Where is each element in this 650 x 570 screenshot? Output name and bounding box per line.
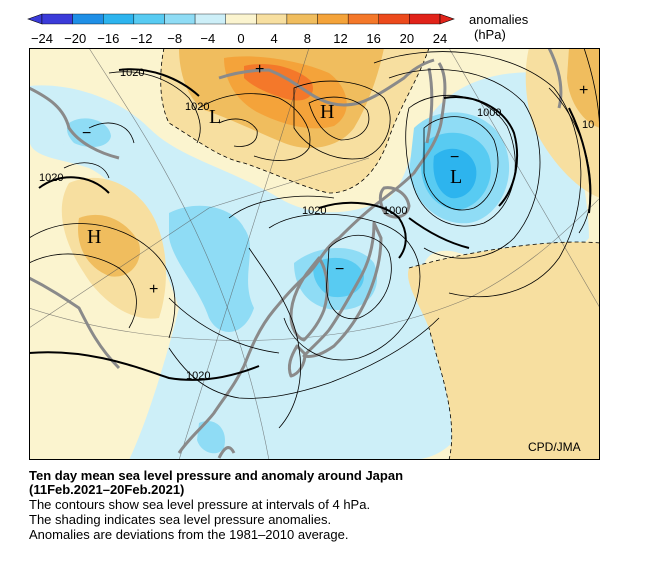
caption-line-anomalies: Anomalies are deviations from the 1981–2… bbox=[29, 527, 349, 542]
graticule bbox=[29, 48, 600, 460]
colorbar-cell bbox=[378, 13, 410, 25]
positive-anomaly-area bbox=[244, 63, 313, 101]
colorbar-cell bbox=[194, 13, 226, 25]
negative-anomaly-sign: − bbox=[450, 149, 459, 166]
caption-title: Ten day mean sea level pressure and anom… bbox=[29, 468, 404, 483]
negative-anomaly-sign: − bbox=[82, 125, 91, 142]
colorbar-tick-label: 12 bbox=[333, 31, 347, 46]
coastlines bbox=[29, 48, 563, 459]
legend-title: anomalies bbox=[469, 12, 529, 27]
colorbar-tick-label: 24 bbox=[433, 31, 447, 46]
negative-anomaly-area bbox=[433, 148, 477, 199]
asian-coastline bbox=[218, 58, 435, 107]
colorbar-tick-label: 8 bbox=[304, 31, 311, 46]
colorbar-tick-label: 16 bbox=[366, 31, 380, 46]
positive-anomaly-sign: + bbox=[149, 281, 158, 298]
colorbar-tick-label: −20 bbox=[64, 31, 86, 46]
colorbar-cell bbox=[72, 13, 104, 25]
positive-anomaly-sign: + bbox=[255, 61, 264, 78]
credit-label: CPD/JMA bbox=[528, 440, 581, 454]
kamchatka bbox=[547, 48, 563, 109]
colorbar-cell bbox=[133, 13, 165, 25]
contour-label: 1000 bbox=[477, 107, 501, 119]
colorbar-cell bbox=[41, 13, 73, 25]
negative-anomaly-area bbox=[169, 205, 254, 332]
colorbar-tick-label: 4 bbox=[271, 31, 278, 46]
asian-coastline bbox=[29, 86, 120, 160]
positive-anomaly-area bbox=[408, 242, 600, 460]
colorbar-tick-label: −24 bbox=[31, 31, 53, 46]
pressure-anomaly-map: 1020 1020 1020 1000 1000 1020 1020 1020 … bbox=[29, 48, 600, 460]
contour-label: 1020 bbox=[185, 101, 209, 113]
negative-anomaly-area bbox=[197, 420, 225, 454]
colorbar-tick-labels: −24 −20 −16 −12 −8 −4 0 4 8 12 16 20 24 bbox=[31, 31, 447, 46]
isobars bbox=[29, 48, 600, 429]
anomaly-colorbar: −24 −20 −16 −12 −8 −4 0 4 8 12 16 20 24 bbox=[27, 13, 455, 46]
positive-anomaly-sign: + bbox=[579, 82, 588, 99]
colorbar-cell bbox=[256, 13, 288, 25]
japan-hokkaido bbox=[378, 186, 411, 219]
colorbar-cells bbox=[27, 13, 455, 25]
anomaly-signs: + + + − − − bbox=[82, 61, 588, 298]
pressure-centers: H H L L bbox=[87, 101, 462, 248]
high-pressure-center: H bbox=[87, 226, 101, 248]
taiwan bbox=[217, 446, 236, 459]
sakhalin bbox=[425, 67, 434, 144]
high-pressure-center: H bbox=[320, 101, 334, 123]
contour-label: 1020 bbox=[186, 370, 210, 382]
labelled-isobars bbox=[29, 68, 592, 381]
colorbar-tick-label: −8 bbox=[167, 31, 182, 46]
map-border bbox=[29, 48, 600, 460]
legend-unit: (hPa) bbox=[474, 27, 506, 42]
negative-anomaly-sign: − bbox=[335, 261, 344, 278]
asian-coastline bbox=[29, 276, 121, 370]
positive-anomaly-area bbox=[78, 214, 140, 277]
caption-line-shading: The shading indicates sea level pressure… bbox=[29, 512, 332, 527]
colorbar-tick-label: −4 bbox=[200, 31, 215, 46]
contour-label: 1020 bbox=[120, 67, 144, 79]
japan-kyushu bbox=[287, 344, 307, 378]
colorbar-arrow-high bbox=[439, 13, 455, 25]
contour-label: 1020 bbox=[39, 172, 63, 184]
contour-label: 1020 bbox=[302, 205, 326, 217]
colorbar-cell bbox=[286, 13, 318, 25]
low-pressure-center: L bbox=[209, 106, 221, 128]
colorbar-tick-label: −16 bbox=[97, 31, 119, 46]
zero-anomaly-line bbox=[428, 327, 453, 460]
colorbar-cell bbox=[317, 13, 349, 25]
zero-anomaly-line bbox=[160, 48, 430, 194]
colorbar-tick-label: 20 bbox=[400, 31, 414, 46]
caption-period: (11Feb.2021–20Feb.2021) bbox=[29, 482, 185, 497]
colorbar-arrow-low bbox=[27, 13, 43, 25]
colorbar-cell bbox=[103, 13, 135, 25]
low-pressure-center: L bbox=[450, 166, 462, 188]
colorbar-cell bbox=[164, 13, 196, 25]
caption-line-contours: The contours show sea level pressure at … bbox=[29, 497, 371, 512]
contour-label: 1000 bbox=[383, 205, 407, 217]
colorbar-tick-label: 0 bbox=[237, 31, 244, 46]
contour-labels: 1020 1020 1020 1000 1000 1020 1020 1020 … bbox=[39, 67, 594, 382]
contour-label-continued: 10 bbox=[582, 119, 594, 131]
positive-anomaly-area bbox=[567, 48, 600, 128]
korean-peninsula bbox=[289, 256, 329, 342]
colorbar-cell bbox=[409, 13, 441, 25]
colorbar-cell bbox=[347, 13, 379, 25]
colorbar-tick-label: −12 bbox=[130, 31, 152, 46]
colorbar-cell bbox=[225, 13, 257, 25]
